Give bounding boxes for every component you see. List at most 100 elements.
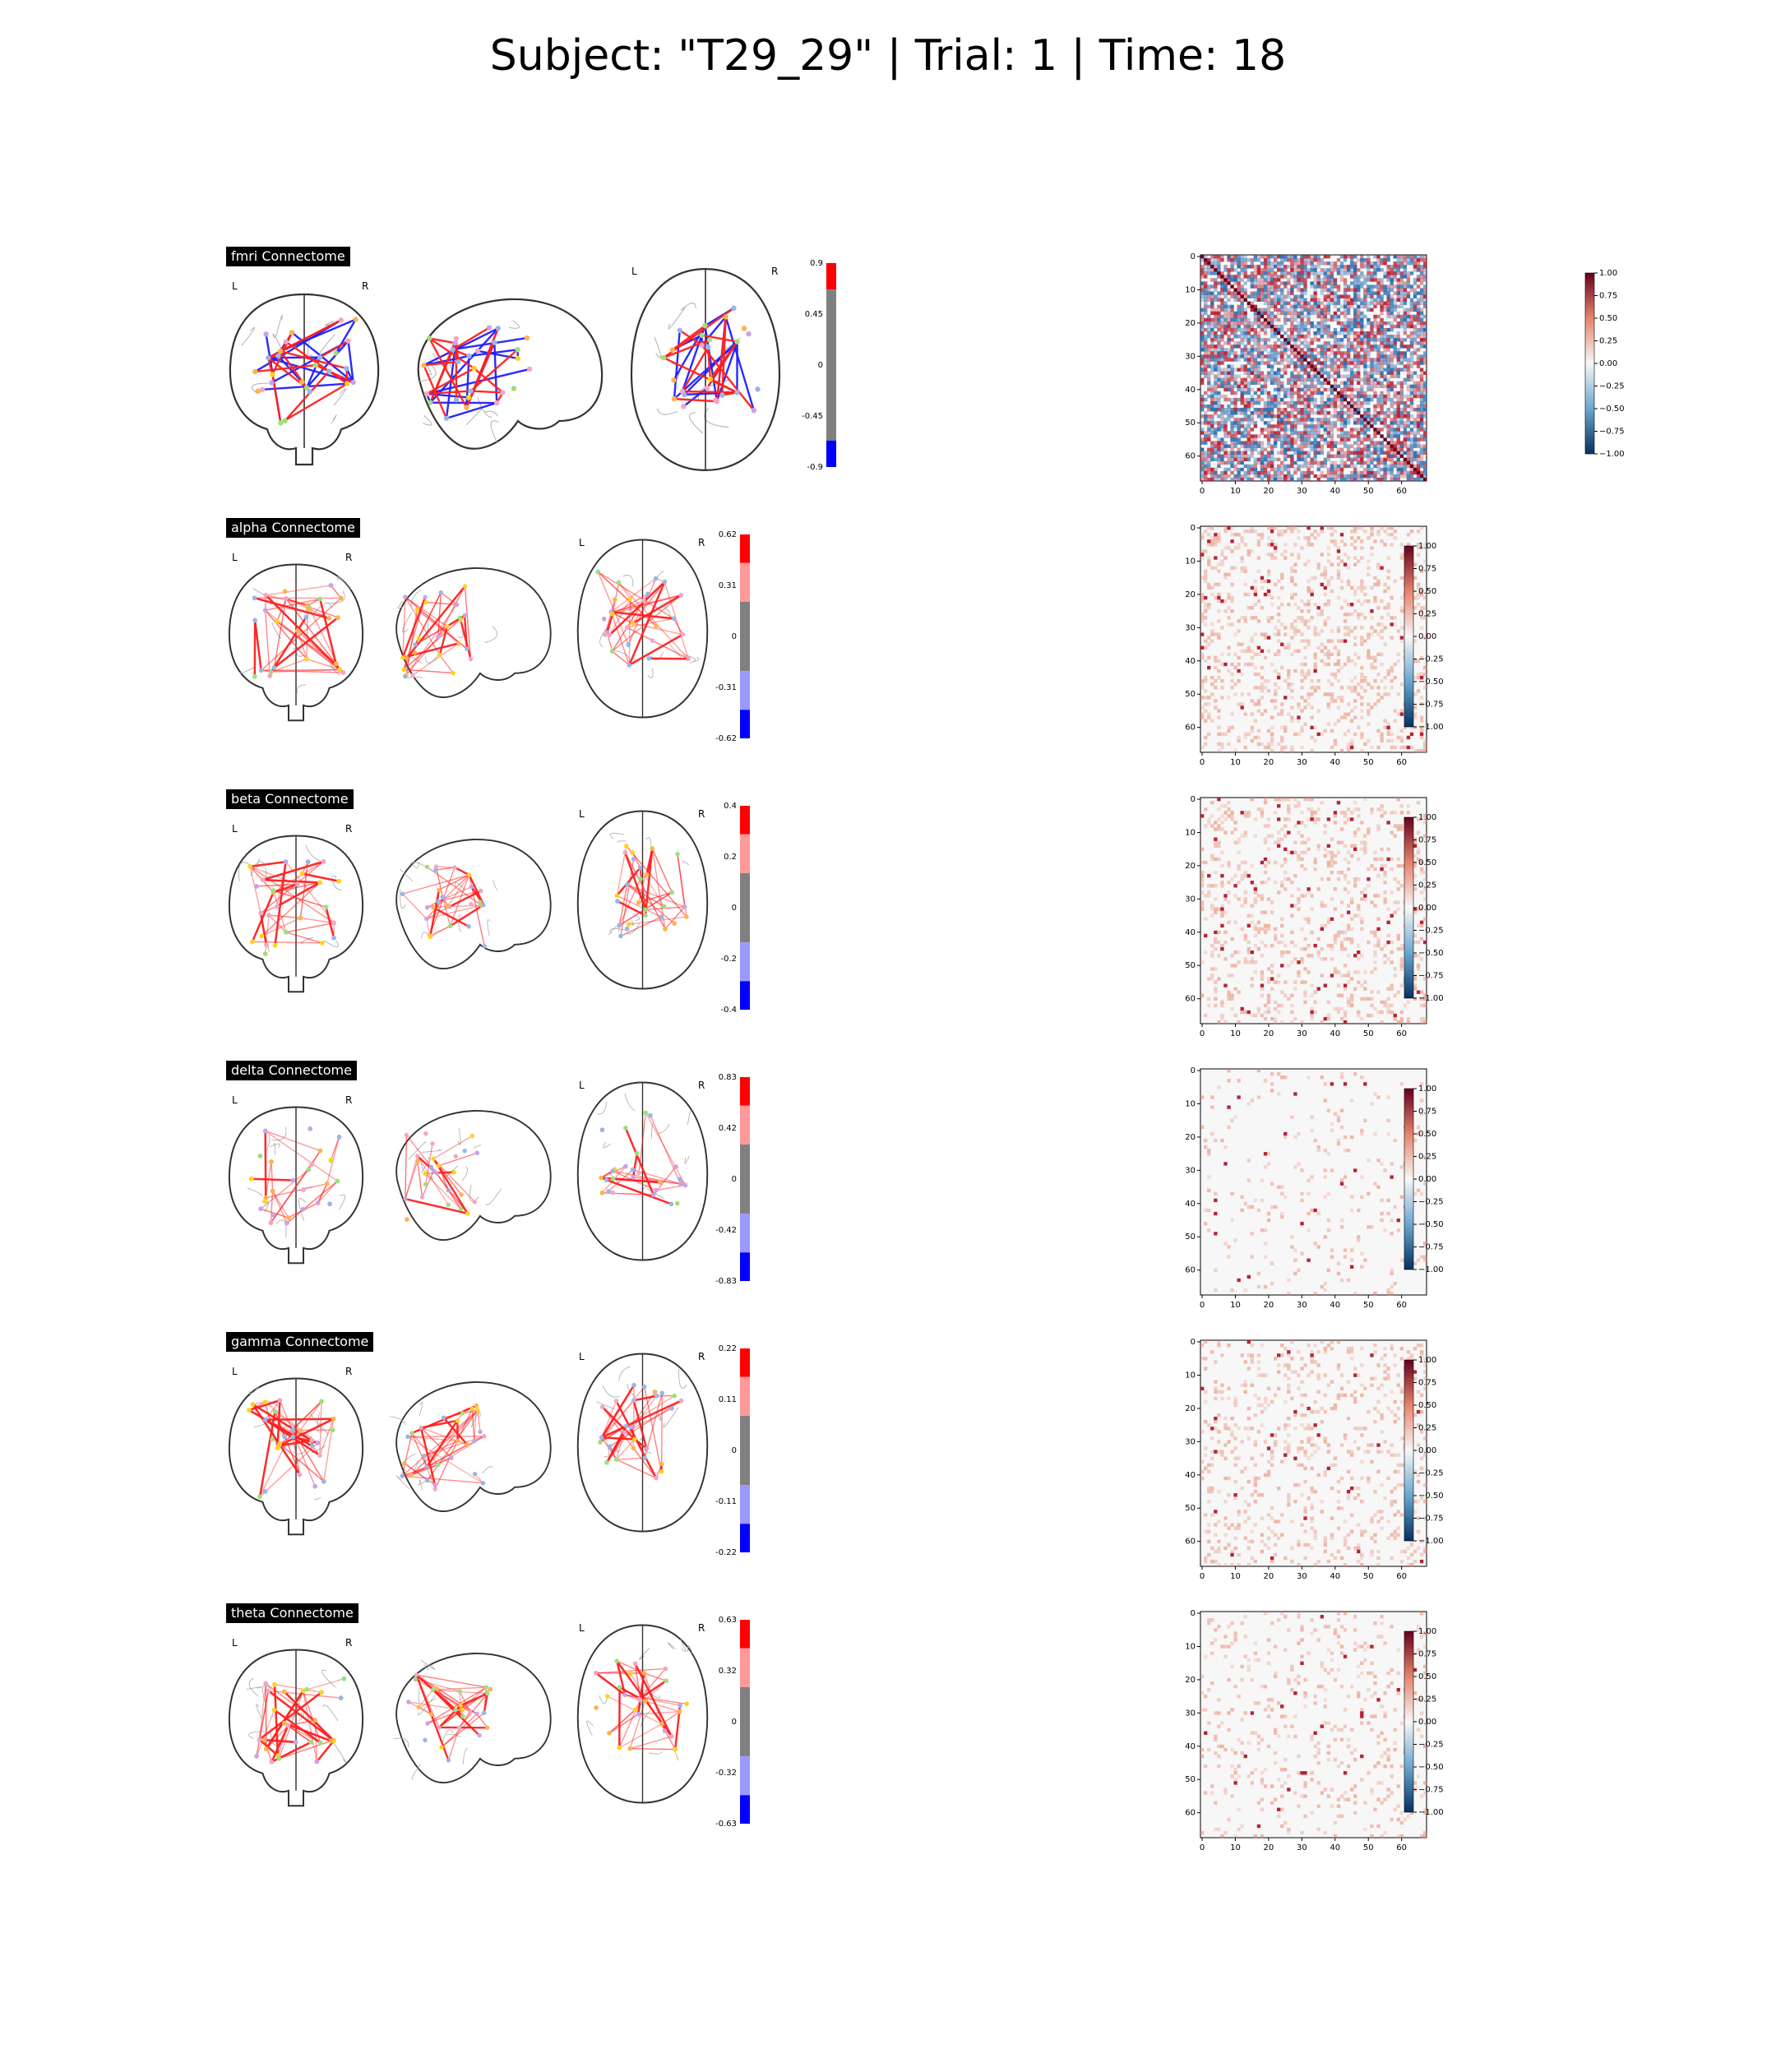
matrix-cell <box>1287 441 1291 445</box>
matrix-cell <box>1357 335 1361 339</box>
matrix-cell <box>1353 715 1357 719</box>
matrix-cell <box>1290 358 1294 362</box>
matrix-cell <box>1367 536 1371 540</box>
matrix-cell <box>1283 696 1288 700</box>
matrix-cell <box>1243 321 1247 326</box>
matrix-cell <box>1326 348 1331 352</box>
matrix-cell <box>1419 424 1424 428</box>
matrix-cell <box>1297 371 1301 375</box>
matrix-cell <box>1204 327 1208 332</box>
matrix-cell <box>1270 327 1274 332</box>
matrix-cell <box>1380 335 1384 339</box>
matrix-cell <box>1307 696 1311 700</box>
positive-edge <box>423 360 459 367</box>
y-tick-label: 30 <box>1185 352 1196 361</box>
matrix-cell <box>1246 421 1251 425</box>
matrix-cell <box>1323 321 1327 326</box>
matrix-cell <box>1357 361 1361 365</box>
matrix-cell <box>1320 331 1324 335</box>
matrix-cell <box>1280 434 1284 438</box>
matrix-cell <box>1287 675 1291 680</box>
matrix-cell <box>1343 351 1348 355</box>
matrix-cell <box>1416 424 1421 428</box>
positive-edge <box>319 340 349 358</box>
matrix-cell <box>1316 686 1320 690</box>
matrix-cell <box>1346 434 1351 438</box>
matrix-cell <box>1200 715 1205 719</box>
connectome-colorbar: 0.620.310-0.31-0.62 <box>715 530 750 743</box>
matrix-cell <box>1357 457 1361 462</box>
matrix-cell <box>1260 533 1265 537</box>
matrix-cell <box>1210 421 1214 425</box>
matrix-cell <box>1353 675 1357 680</box>
matrix-cell <box>1370 626 1374 630</box>
node <box>453 397 460 403</box>
matrix-cell <box>1297 258 1301 262</box>
matrix-cell <box>1250 265 1255 269</box>
matrix-cell <box>1233 288 1237 292</box>
matrix-cell <box>1233 268 1237 272</box>
matrix-cell <box>1233 311 1237 316</box>
matrix-cell <box>1290 421 1294 425</box>
matrix-cell <box>1370 284 1374 289</box>
matrix-cell <box>1293 569 1297 573</box>
matrix-cell <box>1214 404 1218 409</box>
matrix-cell <box>1326 457 1331 462</box>
matrix-cell <box>1363 421 1367 425</box>
matrix-cell <box>1303 301 1307 305</box>
matrix-cell <box>1250 284 1255 289</box>
matrix-cell <box>1214 408 1218 412</box>
matrix-cell <box>1200 536 1205 540</box>
matrix-cell <box>1220 470 1224 475</box>
matrix-cell <box>1373 404 1377 409</box>
matrix-cell <box>1287 470 1291 475</box>
matrix-cell <box>1237 308 1241 312</box>
matrix-cell <box>1260 351 1265 355</box>
matrix-cell <box>1320 470 1324 475</box>
matrix-cell <box>1336 464 1341 469</box>
matrix-cell <box>1320 582 1324 587</box>
matrix-cell <box>1220 321 1224 326</box>
matrix-cell <box>1419 477 1424 482</box>
connectome-label: alpha Connectome <box>226 518 360 538</box>
matrix-cell <box>1316 391 1320 395</box>
matrix-cell <box>1240 384 1244 389</box>
matrix-cell <box>1233 748 1237 753</box>
matrix-cell <box>1297 345 1301 349</box>
matrix-cell <box>1310 434 1314 438</box>
matrix-cell <box>1422 559 1427 563</box>
positive-edge <box>330 585 342 599</box>
matrix-cell <box>1300 431 1304 435</box>
matrix-cell <box>1339 460 1344 465</box>
matrix-cell <box>1357 331 1361 335</box>
matrix-cell <box>1303 261 1307 266</box>
matrix-cell <box>1370 632 1374 636</box>
matrix-cell <box>1246 265 1251 269</box>
y-tick-label: 10 <box>1185 285 1196 294</box>
matrix-cell <box>1346 377 1351 382</box>
matrix-cell <box>1357 692 1361 696</box>
matrix-cell <box>1409 361 1414 365</box>
matrix-cell <box>1256 284 1261 289</box>
matrix-cell <box>1376 454 1381 458</box>
matrix-cell <box>1386 301 1390 305</box>
matrix-cell <box>1413 477 1418 482</box>
matrix-cell <box>1409 271 1414 275</box>
matrix-cell <box>1343 626 1348 630</box>
matrix-cell <box>1419 606 1424 610</box>
matrix-cell <box>1403 311 1408 316</box>
gyrus-line <box>419 363 437 382</box>
matrix-cell <box>1353 652 1357 657</box>
matrix-cell <box>1280 351 1284 355</box>
matrix-cell <box>1303 258 1307 262</box>
matrix-cell <box>1220 662 1224 667</box>
matrix-cell <box>1380 258 1384 262</box>
matrix-cell <box>1290 428 1294 432</box>
matrix-cell <box>1227 526 1231 530</box>
matrix-cell <box>1263 327 1268 332</box>
matrix-cell <box>1217 619 1221 623</box>
matrix-cell <box>1357 321 1361 326</box>
matrix-cell <box>1204 421 1208 425</box>
matrix-cell <box>1277 464 1281 469</box>
matrix-cell <box>1316 358 1320 362</box>
